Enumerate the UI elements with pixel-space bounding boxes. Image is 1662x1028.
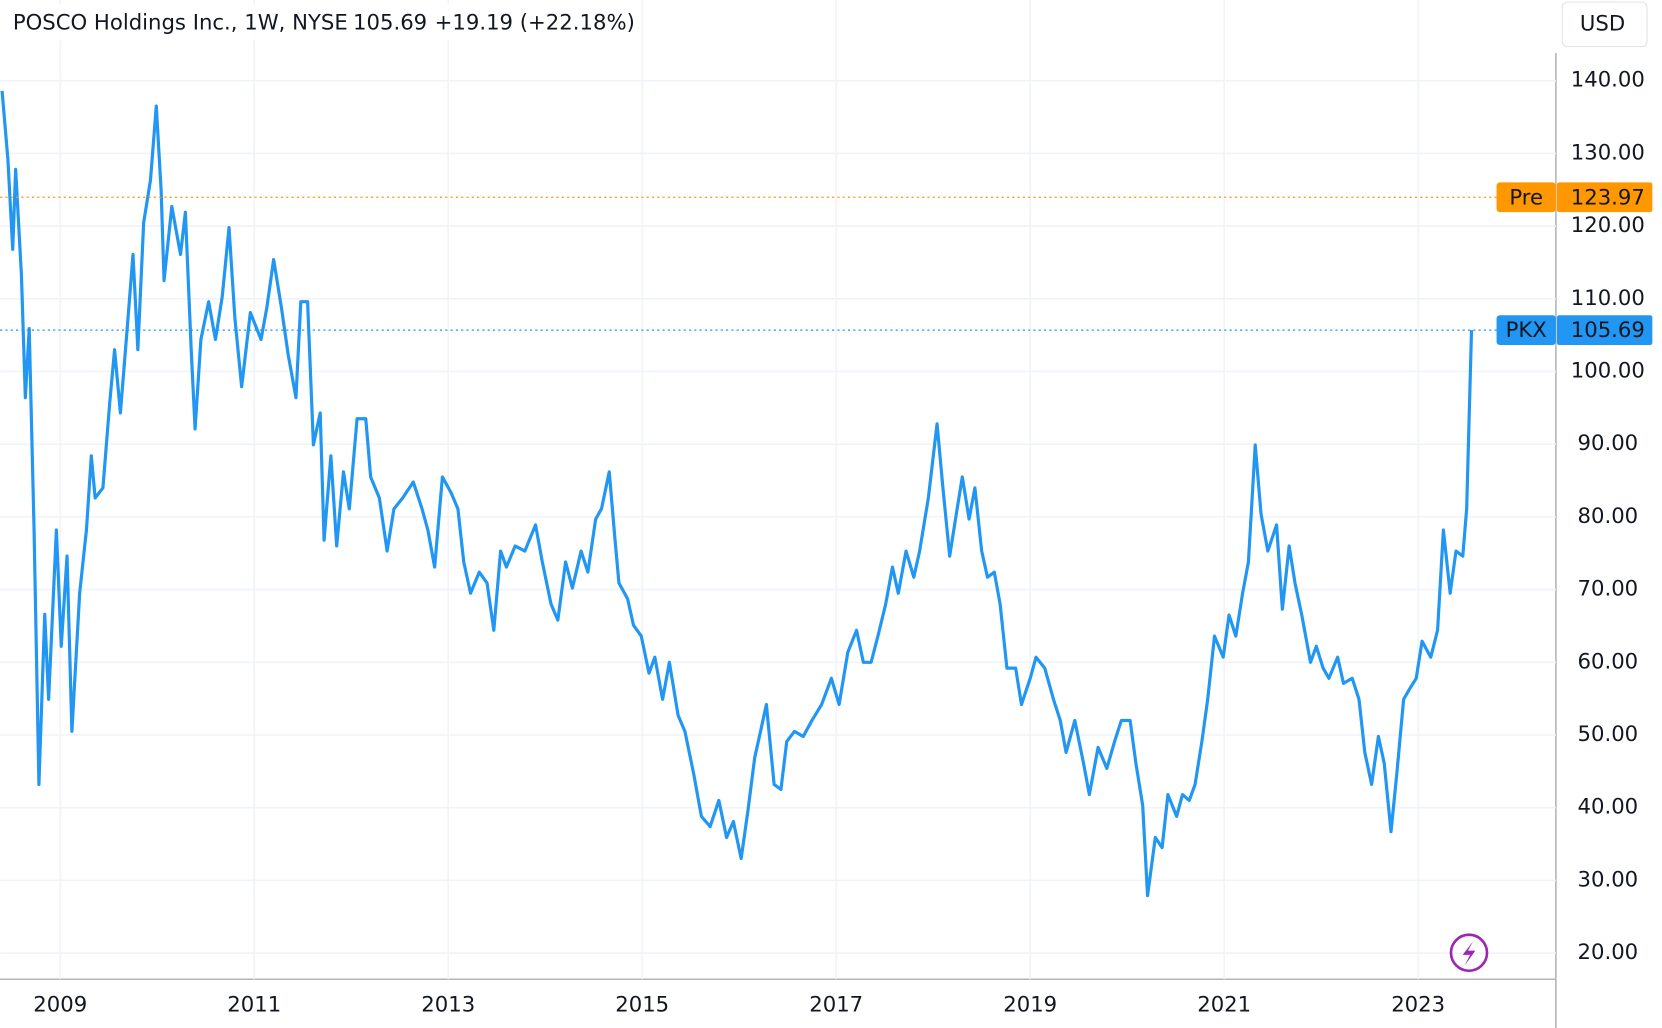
x-tick-label: 2009	[33, 992, 87, 1017]
tag-name: PKX	[1506, 317, 1547, 342]
x-tick-label: 2015	[615, 992, 669, 1017]
y-tick-label: 30.00	[1578, 866, 1639, 891]
currency[interactable]: USD	[1580, 10, 1625, 35]
tag-name-bg	[1496, 315, 1556, 345]
y-tick-label: 110.00	[1571, 285, 1645, 310]
tag-value-bg	[1556, 182, 1653, 213]
y-tick-label: 120.00	[1571, 212, 1645, 237]
currency-button[interactable]	[1561, 1, 1648, 48]
y-tick-label: 40.00	[1578, 794, 1639, 819]
y-tick-label: 100.00	[1571, 357, 1645, 382]
tag-value: 105.69	[1571, 317, 1645, 342]
x-tick-label: 2011	[227, 992, 281, 1017]
last-price: 105.69	[353, 9, 427, 34]
price-line	[0, 90, 1474, 898]
price-change: +19.19 (+22.18%)	[435, 9, 635, 34]
y-tick-label: 140.00	[1571, 67, 1645, 92]
tag-name: Pre	[1509, 184, 1543, 209]
x-tick-label: 2019	[1003, 992, 1057, 1017]
y-tick-label: 60.00	[1578, 648, 1639, 673]
legend-bg	[0, 4, 636, 41]
symbol-title: POSCO Holdings Inc., 1W, NYSE	[13, 9, 348, 34]
tag-value: 123.97	[1571, 184, 1645, 209]
x-tick-label: 2021	[1197, 992, 1251, 1017]
y-tick-label: 90.00	[1578, 430, 1639, 455]
y-tick-label: 80.00	[1578, 503, 1639, 528]
x-tick-label: 2013	[421, 992, 475, 1017]
plot	[0, 90, 1556, 898]
tag-name-bg	[1496, 182, 1556, 213]
y-tick-label: 50.00	[1578, 721, 1639, 746]
tag-value-bg	[1556, 315, 1653, 345]
grid	[0, 0, 1556, 980]
y-tick-label: 20.00	[1578, 939, 1639, 964]
x-tick-label: 2023	[1391, 992, 1445, 1017]
x-tick-label: 2017	[809, 992, 863, 1017]
y-tick-label: 70.00	[1578, 576, 1639, 601]
lightning-icon[interactable]	[1449, 933, 1489, 973]
y-tick-label: 130.00	[1571, 139, 1645, 164]
